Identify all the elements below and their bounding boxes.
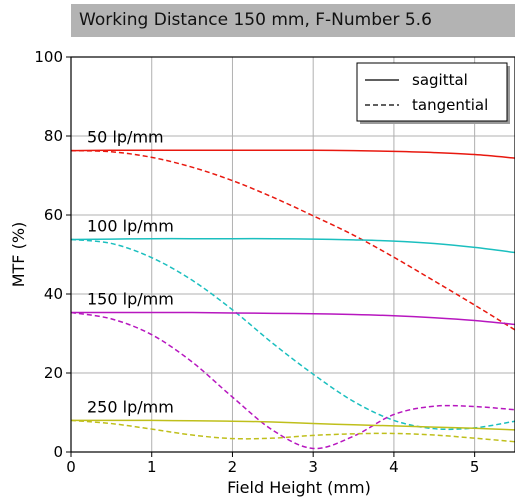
y-tick-label: 60 bbox=[44, 206, 63, 224]
x-tick-label: 2 bbox=[228, 458, 238, 476]
axes: 0 1 2 3 4 5 0 20 40 60 80 100 Field Height (mm) MTF (… bbox=[9, 48, 515, 497]
series-lines bbox=[70, 149, 515, 450]
series-line-250-lp-mm-sagittal bbox=[71, 419, 515, 431]
series-line-100-lp-mm-sagittal bbox=[70, 237, 515, 254]
series-line-50-lp-mm-sagittal bbox=[70, 149, 515, 159]
chart-title: Working Distance 150 mm, F-Number 5.6 bbox=[79, 10, 432, 30]
x-tick-label: 3 bbox=[308, 458, 318, 476]
y-tick-label: 0 bbox=[53, 443, 63, 461]
series-label-250-lp-mm: 250 lp/mm bbox=[87, 397, 174, 416]
x-tick-label: 0 bbox=[66, 458, 76, 476]
y-tick-label: 40 bbox=[44, 285, 63, 303]
series-label-100-lp-mm: 100 lp/mm bbox=[87, 216, 174, 235]
series-labels: 50 lp/mm 100 lp/mm 150 lp/mm 250 lp/mm bbox=[87, 128, 174, 417]
legend-label-tangential: tangential bbox=[412, 96, 488, 114]
y-tick-label: 100 bbox=[34, 48, 63, 66]
x-axis-label: Field Height (mm) bbox=[227, 478, 371, 497]
chart-title-box: Working Distance 150 mm, F-Number 5.6 bbox=[71, 4, 515, 37]
x-tick-label: 5 bbox=[470, 458, 480, 476]
series-label-150-lp-mm: 150 lp/mm bbox=[87, 290, 174, 309]
legend-label-sagittal: sagittal bbox=[412, 71, 468, 89]
series-line-250-lp-mm-tangential bbox=[70, 419, 515, 443]
series-line-150-lp-mm-sagittal bbox=[71, 311, 515, 326]
legend-box bbox=[356, 62, 508, 122]
series-line-100-lp-mm-tangential bbox=[70, 238, 515, 431]
x-tick-label: 4 bbox=[389, 458, 399, 476]
x-tick-label: 1 bbox=[147, 458, 157, 476]
series-label-50-lp-mm: 50 lp/mm bbox=[87, 128, 164, 147]
y-tick-label: 80 bbox=[44, 127, 63, 145]
y-tick-label: 20 bbox=[44, 364, 63, 382]
series-line-50-lp-mm-tangential bbox=[70, 149, 515, 331]
legend: sagittal tangential bbox=[356, 62, 510, 124]
plot-frame bbox=[70, 56, 515, 453]
y-axis-label: MTF (%) bbox=[9, 222, 28, 288]
series-line-150-lp-mm-tangential bbox=[70, 311, 515, 450]
